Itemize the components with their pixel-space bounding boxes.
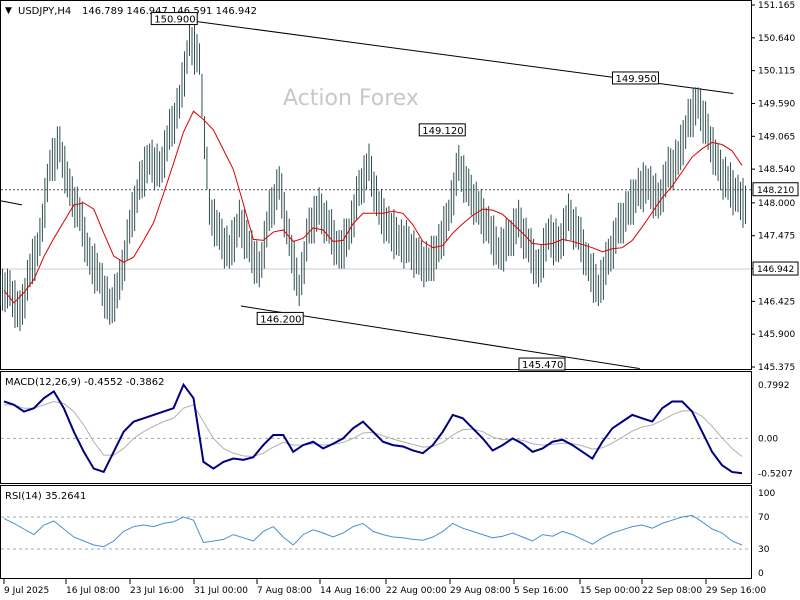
macd-ytick-label: 0.00	[758, 434, 778, 444]
xtick-label: 31 Jul 00:00	[194, 586, 248, 596]
price-ytick-label: 145.900	[758, 330, 795, 340]
xtick-label: 22 Sep 08:00	[642, 586, 702, 596]
rsi-ytick-label: 30	[758, 545, 770, 555]
ohlc-label: 146.789 146.947 146.591 146.942	[82, 6, 257, 17]
price-ytick-label: 150.115	[758, 67, 795, 77]
price-annotation-box	[518, 357, 566, 371]
sma-line	[3, 110, 743, 304]
price-ytick-label: 151.165	[758, 1, 795, 11]
macd-label: MACD(12,26,9) -0.4552 -0.3862	[5, 377, 165, 388]
xtick-label: 7 Aug 08:00	[257, 586, 312, 596]
xtick-label: 9 Jul 2025	[4, 586, 49, 596]
price-annotation-label: 150.900	[154, 15, 195, 26]
xtick-label: 14 Aug 16:00	[320, 586, 381, 596]
price-ytick-label: 149.590	[758, 99, 795, 109]
price-annotation-label: 146.200	[260, 314, 301, 325]
rsi-ytick-label: 70	[758, 513, 770, 523]
price-annotation-label: 149.950	[615, 74, 656, 85]
price-ytick-label: 149.065	[758, 132, 795, 142]
price-annotation-box	[611, 71, 659, 85]
rsi-ytick-label: 0	[758, 569, 764, 579]
rsi-label: RSI(14) 35.2641	[5, 491, 86, 502]
current-price-label: 146.942	[757, 265, 794, 275]
xtick-label: 15 Sep 00:00	[580, 586, 640, 596]
price-ytick-label: 148.000	[758, 199, 795, 209]
price-ytick-label: 150.640	[758, 34, 795, 44]
macd-ytick-label: 0.7992	[758, 381, 790, 391]
macd-ytick-label: -0.5207	[758, 469, 793, 479]
rsi-line	[3, 514, 743, 548]
price-annotation-box	[256, 311, 304, 325]
level-price-box	[752, 182, 799, 197]
symbol-label: USDJPY,H4	[18, 6, 71, 17]
watermark: Action Forex	[283, 86, 419, 111]
price-annotation-label: 145.470	[522, 360, 563, 371]
xtick-label: 22 Aug 00:00	[386, 586, 447, 596]
price-ytick-label: 147.475	[758, 232, 795, 242]
xtick-label: 29 Aug 08:00	[450, 586, 511, 596]
xtick-label: 23 Jul 16:00	[130, 586, 184, 596]
level-price-label: 148.210	[757, 186, 794, 196]
price-annotation-label: 149.120	[422, 126, 463, 137]
chart-menu-icon[interactable]: ▼	[5, 6, 12, 16]
xtick-label: 5 Sep 16:00	[514, 586, 569, 596]
price-annotation-box	[418, 123, 466, 137]
channel-lower-line	[240, 305, 640, 370]
rsi-ytick-label: 100	[758, 489, 775, 499]
price-ytick-label: 146.425	[758, 297, 795, 307]
macd-main-line	[3, 382, 743, 475]
xtick-label: 29 Sep 16:00	[706, 586, 766, 596]
left-trendline-stub	[0, 200, 23, 206]
current-price-box	[752, 261, 799, 276]
price-ytick-label: 145.375	[758, 363, 795, 373]
price-annotation-box	[150, 12, 198, 26]
xtick-label: 16 Jul 08:00	[66, 586, 120, 596]
price-ytick-label: 148.540	[758, 165, 795, 175]
macd-panel-frame	[0, 371, 752, 484]
